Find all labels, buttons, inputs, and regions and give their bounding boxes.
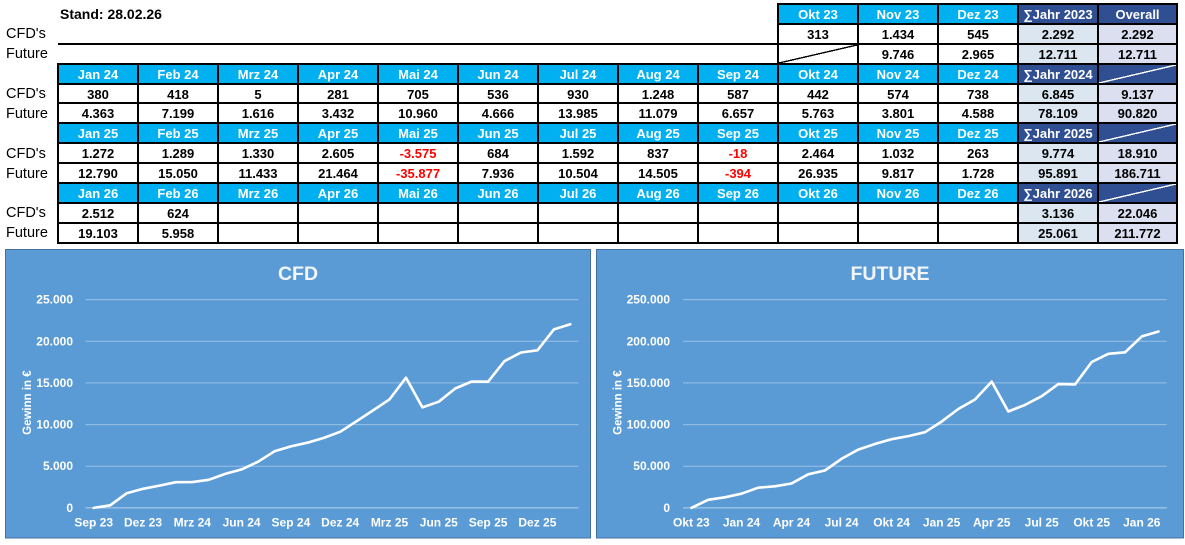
svg-text:Gewinn in €: Gewinn in € (613, 370, 625, 435)
svg-text:Sep 23: Sep 23 (74, 516, 113, 530)
svg-text:0: 0 (664, 501, 671, 515)
svg-text:Dez 23: Dez 23 (123, 516, 161, 530)
svg-text:Jan 25: Jan 25 (923, 516, 961, 530)
svg-text:250.000: 250.000 (627, 293, 671, 307)
svg-text:Dez 25: Dez 25 (518, 516, 556, 530)
svg-text:Jun 24: Jun 24 (222, 516, 260, 530)
svg-text:Okt 25: Okt 25 (1074, 516, 1111, 530)
svg-text:0: 0 (66, 501, 73, 515)
svg-text:Sep 25: Sep 25 (468, 516, 507, 530)
svg-text:Apr 25: Apr 25 (973, 516, 1011, 530)
svg-text:Jan 24: Jan 24 (723, 516, 761, 530)
svg-text:Dez 24: Dez 24 (321, 516, 359, 530)
svg-text:5.000: 5.000 (42, 460, 72, 474)
svg-text:Gewinn in €: Gewinn in € (22, 370, 34, 435)
svg-text:100.000: 100.000 (627, 418, 671, 432)
svg-text:Jul 25: Jul 25 (1025, 516, 1059, 530)
svg-text:Jan 26: Jan 26 (1123, 516, 1161, 530)
svg-text:10.000: 10.000 (36, 418, 73, 432)
svg-text:Jun 25: Jun 25 (419, 516, 457, 530)
svg-text:150.000: 150.000 (627, 376, 671, 390)
svg-text:Okt 23: Okt 23 (673, 516, 710, 530)
svg-text:CFD: CFD (277, 263, 317, 285)
svg-text:50.000: 50.000 (634, 460, 671, 474)
svg-text:25.000: 25.000 (36, 293, 73, 307)
svg-text:Mrz 24: Mrz 24 (173, 516, 211, 530)
svg-text:15.000: 15.000 (36, 376, 73, 390)
svg-text:Sep 24: Sep 24 (271, 516, 310, 530)
svg-text:Okt 24: Okt 24 (874, 516, 911, 530)
svg-text:20.000: 20.000 (36, 335, 73, 349)
svg-text:Jul 24: Jul 24 (825, 516, 859, 530)
svg-text:Mrz 25: Mrz 25 (370, 516, 408, 530)
svg-text:FUTURE: FUTURE (851, 263, 930, 285)
svg-text:200.000: 200.000 (627, 335, 671, 349)
svg-text:Apr 24: Apr 24 (773, 516, 811, 530)
